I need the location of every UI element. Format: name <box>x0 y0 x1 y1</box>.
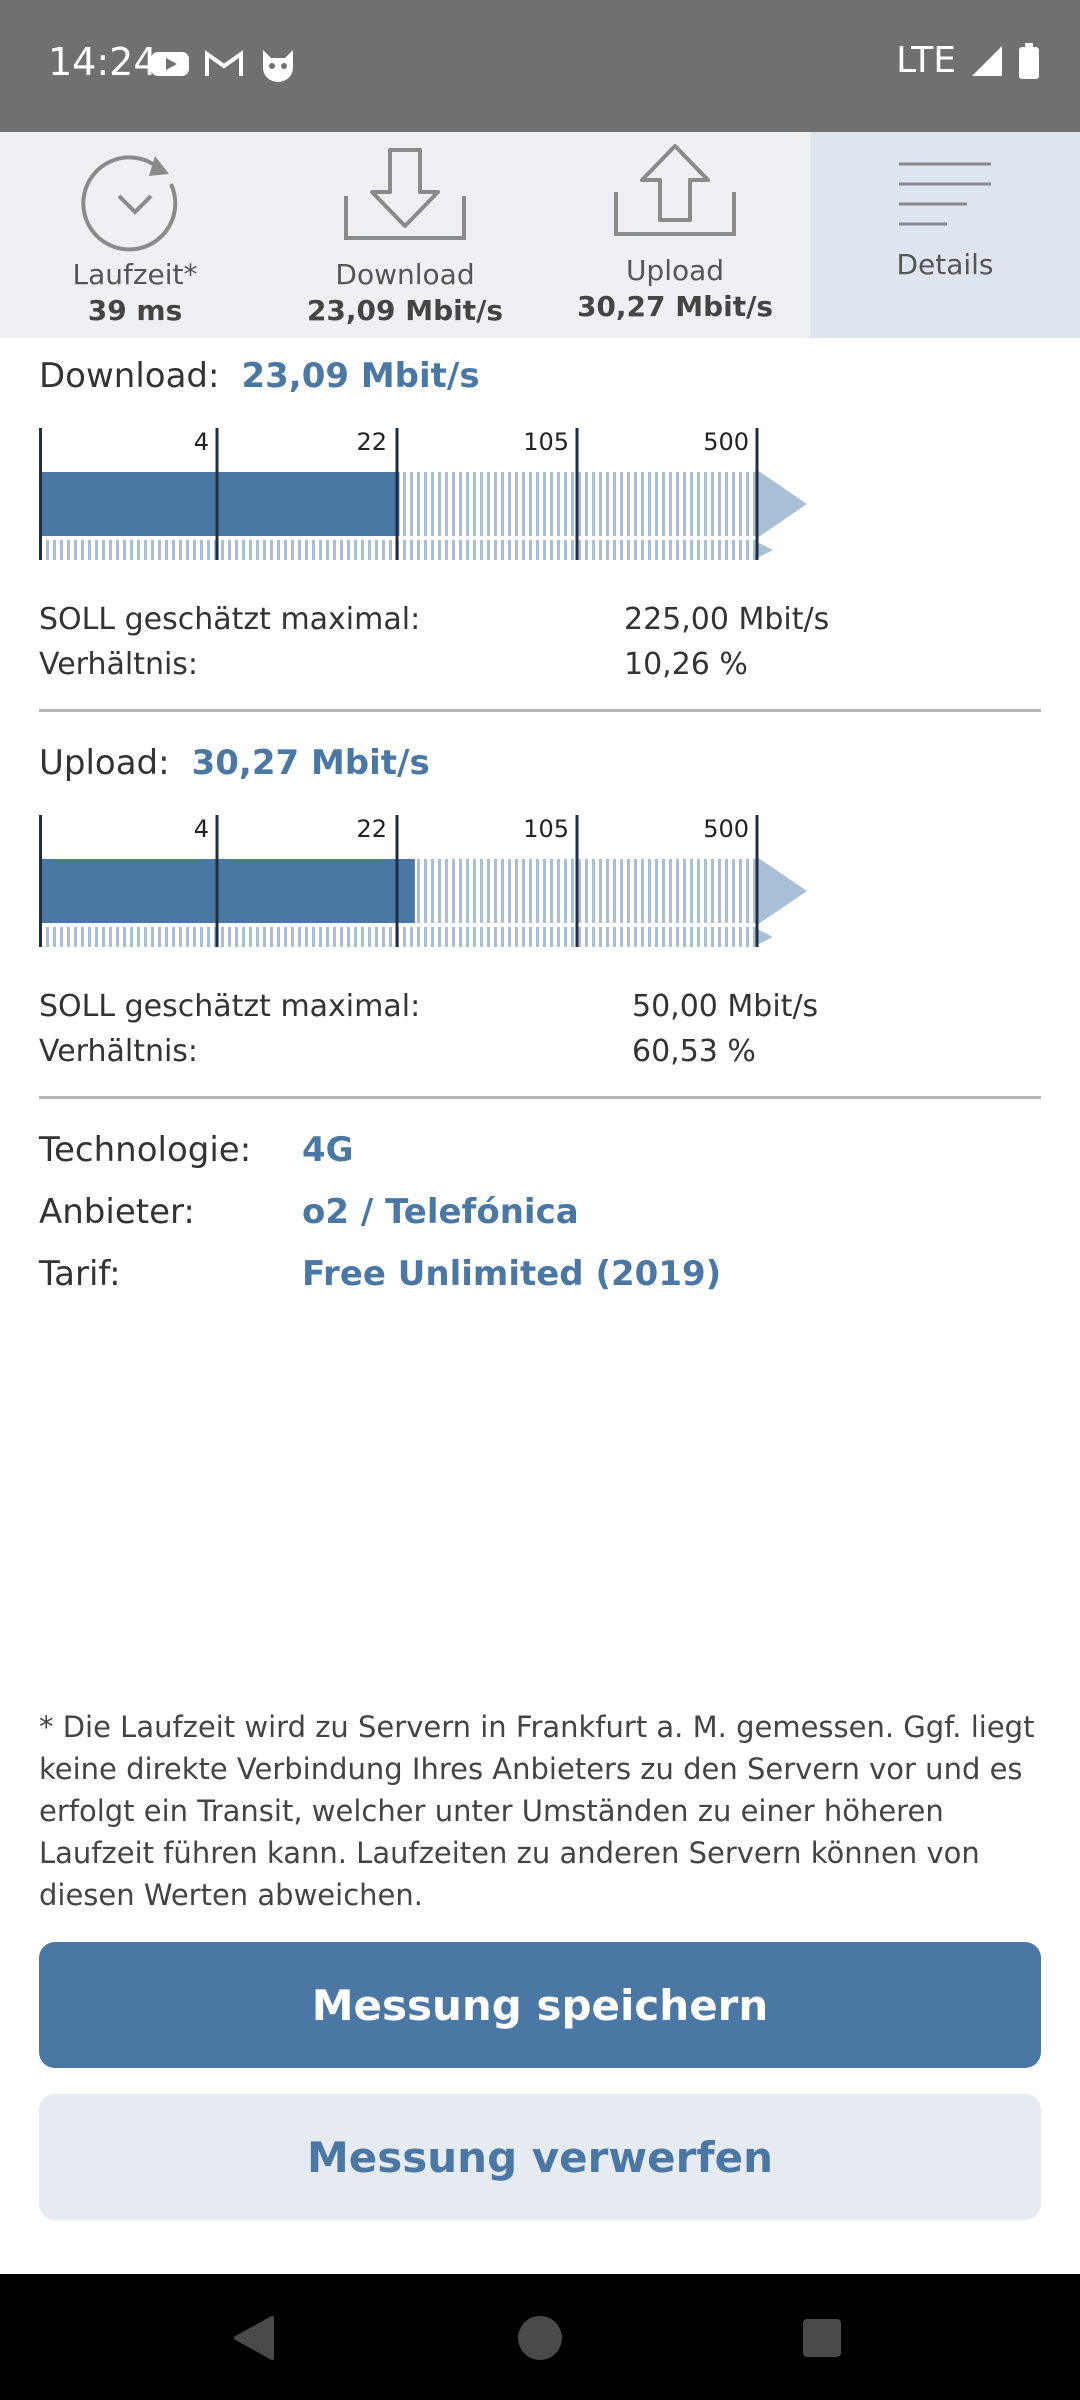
battery-icon <box>1019 42 1039 79</box>
tab-label: Details <box>896 248 994 281</box>
menu-lines-icon <box>899 162 991 226</box>
home-icon[interactable] <box>516 2314 564 2362</box>
download-soll-value: 225,00 Mbit/s <box>624 602 830 637</box>
technology-value: 4G <box>302 1130 354 1170</box>
tab-value: 23,09 Mbit/s <box>306 294 504 327</box>
tariff-label: Tarif: <box>39 1254 121 1294</box>
gauge-arrow <box>757 470 807 538</box>
provider-value: o2 / Telefónica <box>302 1192 579 1232</box>
status-time: 14:24 <box>48 40 158 84</box>
tick-label: 22 <box>356 428 387 456</box>
upload-icon <box>614 144 736 236</box>
gauge-baseline-arrow <box>757 929 773 945</box>
tab-value: 39 ms <box>87 294 183 327</box>
tick-label: 105 <box>523 815 569 843</box>
upload-soll-value: 50,00 Mbit/s <box>632 989 819 1024</box>
results-tab-bar: Laufzeit* 39 ms Download 23,09 Mbit/s Up… <box>0 132 1080 338</box>
divider <box>39 1096 1041 1099</box>
tick-label: 4 <box>194 428 209 456</box>
download-soll-label: SOLL geschätzt maximal: <box>39 602 421 637</box>
signal-icon <box>972 45 1002 76</box>
notification-icons <box>150 44 298 84</box>
status-bar: 14:24 LTE <box>0 0 1080 132</box>
timer-icon <box>81 155 178 252</box>
download-speed-gauge: 4 22 105 500 <box>39 428 807 560</box>
tab-laufzeit[interactable]: Laufzeit* 39 ms <box>0 132 270 338</box>
gauge-baseline-arrow <box>757 542 773 558</box>
download-heading: Download: 23,09 Mbit/s <box>39 356 480 396</box>
upload-soll-label: SOLL geschätzt maximal: <box>39 989 421 1024</box>
measured-bar <box>39 472 400 536</box>
provider-label: Anbieter: <box>39 1192 195 1232</box>
network-type: LTE <box>896 40 956 81</box>
status-right: LTE <box>896 40 1040 81</box>
download-icon <box>344 148 466 240</box>
upload-value: 30,27 Mbit/s <box>191 743 430 783</box>
discard-measurement-button[interactable]: Messung verwerfen <box>39 2094 1041 2220</box>
gmail-icon <box>205 50 243 76</box>
tab-label: Laufzeit* <box>72 258 198 291</box>
recents-icon[interactable] <box>802 2318 842 2358</box>
download-ratio-value: 10,26 % <box>624 647 748 682</box>
measured-bar <box>39 859 415 923</box>
tab-value: 30,27 Mbit/s <box>576 290 774 323</box>
upload-ratio-label: Verhältnis: <box>39 1034 199 1069</box>
youtube-icon <box>151 52 189 76</box>
tariff-value: Free Unlimited (2019) <box>302 1254 722 1294</box>
cat-app-icon <box>263 50 293 82</box>
back-icon[interactable] <box>232 2316 276 2360</box>
download-label: Download: <box>39 356 220 396</box>
tick-label: 4 <box>194 815 209 843</box>
gauge-arrow <box>757 857 807 925</box>
tab-upload[interactable]: Upload 30,27 Mbit/s <box>540 132 810 338</box>
tab-download[interactable]: Download 23,09 Mbit/s <box>270 132 540 338</box>
upload-heading: Upload: 30,27 Mbit/s <box>39 743 430 783</box>
tick-label: 500 <box>703 428 749 456</box>
upload-speed-gauge: 4 22 105 500 <box>39 815 807 947</box>
latency-footnote: * Die Laufzeit wird zu Servern in Frankf… <box>39 1710 1035 1912</box>
upload-label: Upload: <box>39 743 170 783</box>
tick-label: 22 <box>356 815 387 843</box>
download-ratio-label: Verhältnis: <box>39 647 199 682</box>
tick-label: 500 <box>703 815 749 843</box>
system-navigation-bar <box>0 2274 1080 2400</box>
tab-label: Upload <box>625 254 725 287</box>
download-value: 23,09 Mbit/s <box>241 356 480 396</box>
save-measurement-button[interactable]: Messung speichern <box>39 1942 1041 2068</box>
technology-label: Technologie: <box>39 1130 252 1170</box>
upload-ratio-value: 60,53 % <box>632 1034 756 1069</box>
tick-label: 105 <box>523 428 569 456</box>
tab-details[interactable]: Details <box>810 132 1080 338</box>
tab-label: Download <box>335 258 475 291</box>
divider <box>39 709 1041 712</box>
